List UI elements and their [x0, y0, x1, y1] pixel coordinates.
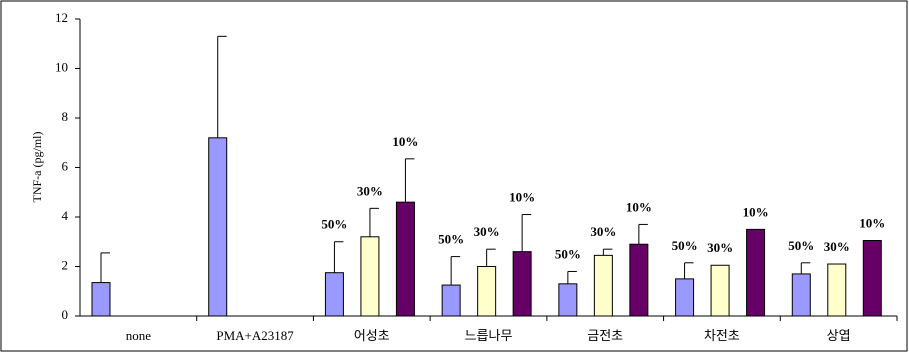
series-label: 10%	[743, 204, 769, 219]
bar	[791, 273, 811, 317]
series-label: 50%	[788, 238, 814, 253]
y-tick-label: 0	[62, 307, 69, 322]
series-label: 30%	[357, 183, 383, 198]
bar	[675, 278, 695, 317]
series-label: 50%	[321, 217, 347, 232]
series-label: 50%	[438, 232, 464, 247]
bar	[395, 201, 415, 317]
bar	[477, 266, 497, 317]
bar	[710, 264, 730, 317]
bar	[512, 251, 532, 317]
x-tick-label: 어성초	[354, 328, 390, 343]
bar	[629, 243, 649, 317]
y-tick-label: 12	[55, 10, 68, 25]
series-label: 10%	[626, 199, 652, 214]
bar	[558, 283, 578, 317]
series-label: 10%	[859, 215, 885, 230]
bar	[593, 254, 613, 317]
bar	[827, 263, 847, 317]
bar	[746, 228, 766, 317]
bar	[360, 236, 380, 317]
y-tick-label: 4	[62, 208, 69, 223]
bar	[441, 284, 461, 317]
series-label: 30%	[824, 239, 850, 254]
bar	[208, 137, 228, 317]
x-tick-label: 차전초	[704, 328, 740, 343]
x-tick-label: 상엽	[827, 328, 851, 343]
y-tick-label: 6	[62, 158, 69, 173]
y-tick-label: 10	[55, 59, 68, 74]
series-label: 50%	[555, 246, 581, 261]
series-label: 30%	[474, 224, 500, 239]
bar	[324, 272, 344, 317]
bar	[862, 240, 882, 317]
series-label: 30%	[707, 240, 733, 255]
x-tick-label: none	[126, 328, 152, 343]
series-label: 30%	[590, 224, 616, 239]
y-axis-label: TNF-a (pg/ml)	[30, 132, 44, 203]
series-label: 10%	[392, 134, 418, 149]
x-tick-label: 금전초	[587, 328, 623, 343]
series-label: 10%	[509, 190, 535, 205]
x-tick-label: 느릅나무	[465, 328, 513, 343]
bar	[91, 282, 111, 317]
series-label: 50%	[672, 238, 698, 253]
x-tick-label: PMA+A23187	[216, 328, 294, 343]
y-tick-label: 2	[62, 257, 69, 272]
y-tick-label: 8	[62, 109, 69, 124]
